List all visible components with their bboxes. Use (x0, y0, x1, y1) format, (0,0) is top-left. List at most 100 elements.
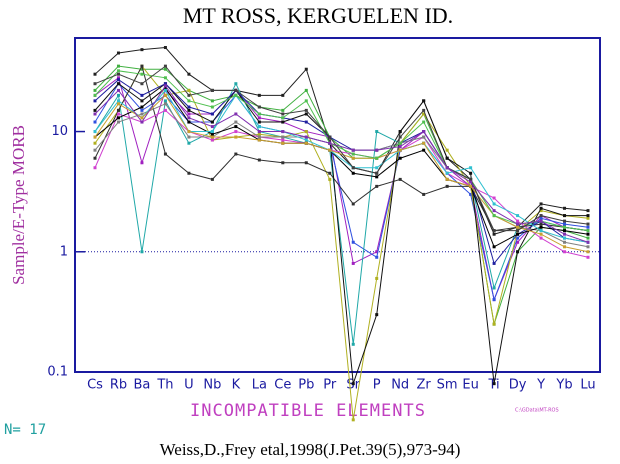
point (563, 214, 567, 218)
series-line (94, 64, 589, 232)
point (422, 108, 426, 112)
x-tick-label: Pr (323, 378, 337, 393)
point (422, 130, 426, 134)
point (257, 112, 261, 116)
point (398, 135, 402, 139)
point (140, 82, 144, 86)
x-tick-label: La (252, 378, 267, 393)
point (422, 141, 426, 145)
point (140, 67, 144, 71)
point (492, 298, 496, 302)
point (445, 156, 449, 160)
point (586, 216, 590, 220)
series-line (94, 82, 589, 345)
point (351, 240, 355, 244)
point (140, 250, 144, 254)
point (210, 135, 214, 139)
point (422, 99, 426, 103)
point (257, 158, 261, 162)
series-line (94, 94, 589, 253)
point (539, 225, 543, 229)
point (422, 192, 426, 196)
point (516, 236, 520, 240)
x-tick-label: U (184, 378, 194, 393)
point (116, 72, 120, 76)
point (469, 192, 473, 196)
point (516, 250, 520, 254)
point (539, 219, 543, 223)
point (492, 382, 496, 386)
point (586, 255, 590, 259)
point (375, 171, 379, 175)
point (516, 214, 520, 218)
point (492, 322, 496, 326)
point (187, 99, 191, 103)
point (163, 82, 167, 86)
point (93, 135, 97, 139)
point (163, 46, 167, 50)
point (563, 240, 567, 244)
point (210, 138, 214, 142)
point (93, 148, 97, 152)
point (281, 120, 285, 124)
x-tick-label: Y (536, 378, 545, 393)
point (539, 209, 543, 213)
x-tick-label: Th (156, 378, 173, 393)
point (304, 67, 308, 71)
point (375, 255, 379, 259)
point (586, 245, 590, 249)
chart-title: MT ROSS, KERGUELEN ID. (183, 3, 453, 28)
point (304, 120, 308, 124)
point (563, 222, 567, 226)
point (375, 313, 379, 317)
y-tick-label: 10 (51, 124, 68, 139)
point (93, 72, 97, 76)
point (93, 166, 97, 170)
point (116, 51, 120, 55)
x-tick-label: Cs (87, 378, 103, 393)
point (304, 138, 308, 142)
point (210, 105, 214, 109)
point (563, 236, 567, 240)
point (375, 156, 379, 160)
point (163, 67, 167, 71)
point (281, 112, 285, 116)
point (539, 229, 543, 233)
point (116, 99, 120, 103)
point (116, 64, 120, 68)
point (116, 78, 120, 82)
point (304, 161, 308, 165)
point (351, 152, 355, 156)
point (93, 108, 97, 112)
series-line (94, 87, 589, 248)
point (163, 64, 167, 68)
point (93, 82, 97, 86)
point (257, 116, 261, 120)
point (375, 250, 379, 254)
point (163, 84, 167, 88)
point (187, 105, 191, 109)
point (187, 141, 191, 145)
point (445, 166, 449, 170)
point (187, 135, 191, 139)
point (422, 112, 426, 116)
y-axis-label: Sample/E-Type MORB (9, 125, 28, 285)
x-tick-label: Eu (462, 378, 478, 393)
point (375, 148, 379, 152)
point (398, 148, 402, 152)
x-tick-label: Nd (391, 378, 409, 393)
point (187, 116, 191, 120)
x-tick-label: Sm (437, 378, 458, 393)
point (163, 152, 167, 156)
point (586, 250, 590, 254)
point (93, 88, 97, 92)
file-note: C:\GData\MT-ROS (515, 408, 559, 414)
point (328, 177, 332, 181)
point (375, 175, 379, 179)
point (234, 120, 238, 124)
point (516, 232, 520, 236)
point (351, 418, 355, 422)
point (116, 102, 120, 106)
point (539, 236, 543, 240)
